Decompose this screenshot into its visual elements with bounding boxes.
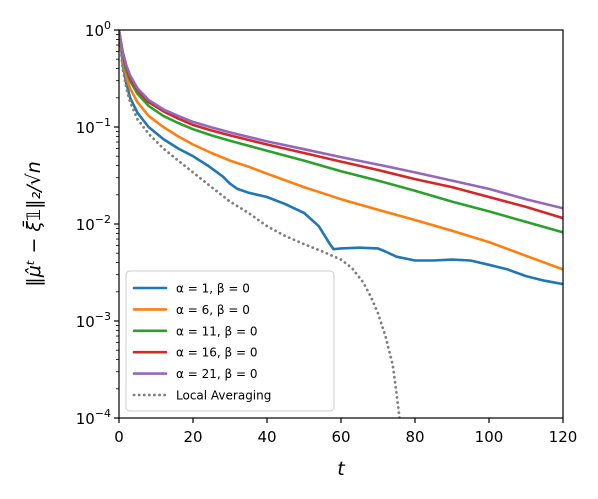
series-line-5 — [119, 30, 401, 418]
y-tick-label-4: 10−4 — [76, 407, 111, 428]
legend-label-5: Local Averaging — [176, 389, 271, 403]
series-line-0 — [119, 30, 563, 286]
x-tick-label-4: 80 — [405, 428, 424, 446]
legend-label-1: α = 6, β = 0 — [176, 303, 250, 317]
legend-label-4: α = 21, β = 0 — [176, 367, 257, 381]
legend-label-0: α = 1, β = 0 — [176, 282, 250, 296]
y-axis-label: ‖μ̂ᵗ − ξ̄𝟙‖₂/√n — [21, 161, 45, 287]
x-tick-label-6: 120 — [549, 428, 578, 446]
y-tick-label-3: 10−3 — [76, 310, 111, 331]
x-tick-label-5: 100 — [475, 428, 504, 446]
legend-label-3: α = 16, β = 0 — [176, 346, 257, 360]
legend-frame — [125, 270, 335, 412]
series-line-2 — [119, 30, 563, 234]
x-tick-label-1: 20 — [183, 428, 202, 446]
x-tick-label-2: 40 — [257, 428, 276, 446]
series-line-4 — [119, 30, 563, 210]
y-axis: 100 10−1 10−2 10−3 10−4 — [76, 19, 119, 428]
y-tick-label-1: 10−1 — [76, 116, 111, 137]
series-line-1 — [119, 30, 563, 271]
x-tick-label-3: 60 — [331, 428, 350, 446]
legend: α = 1, β = 0 α = 6, β = 0 α = 11, β = 0 α =… — [125, 270, 335, 412]
x-axis-label: t — [337, 458, 346, 480]
x-tick-label-0: 0 — [114, 428, 124, 446]
y-tick-label-2: 10−2 — [76, 213, 111, 234]
x-axis: 0 20 40 60 80 100 120 — [114, 418, 577, 446]
legend-label-2: α = 11, β = 0 — [176, 324, 257, 338]
series-layer — [119, 30, 563, 418]
y-tick-label-0: 100 — [85, 19, 111, 40]
